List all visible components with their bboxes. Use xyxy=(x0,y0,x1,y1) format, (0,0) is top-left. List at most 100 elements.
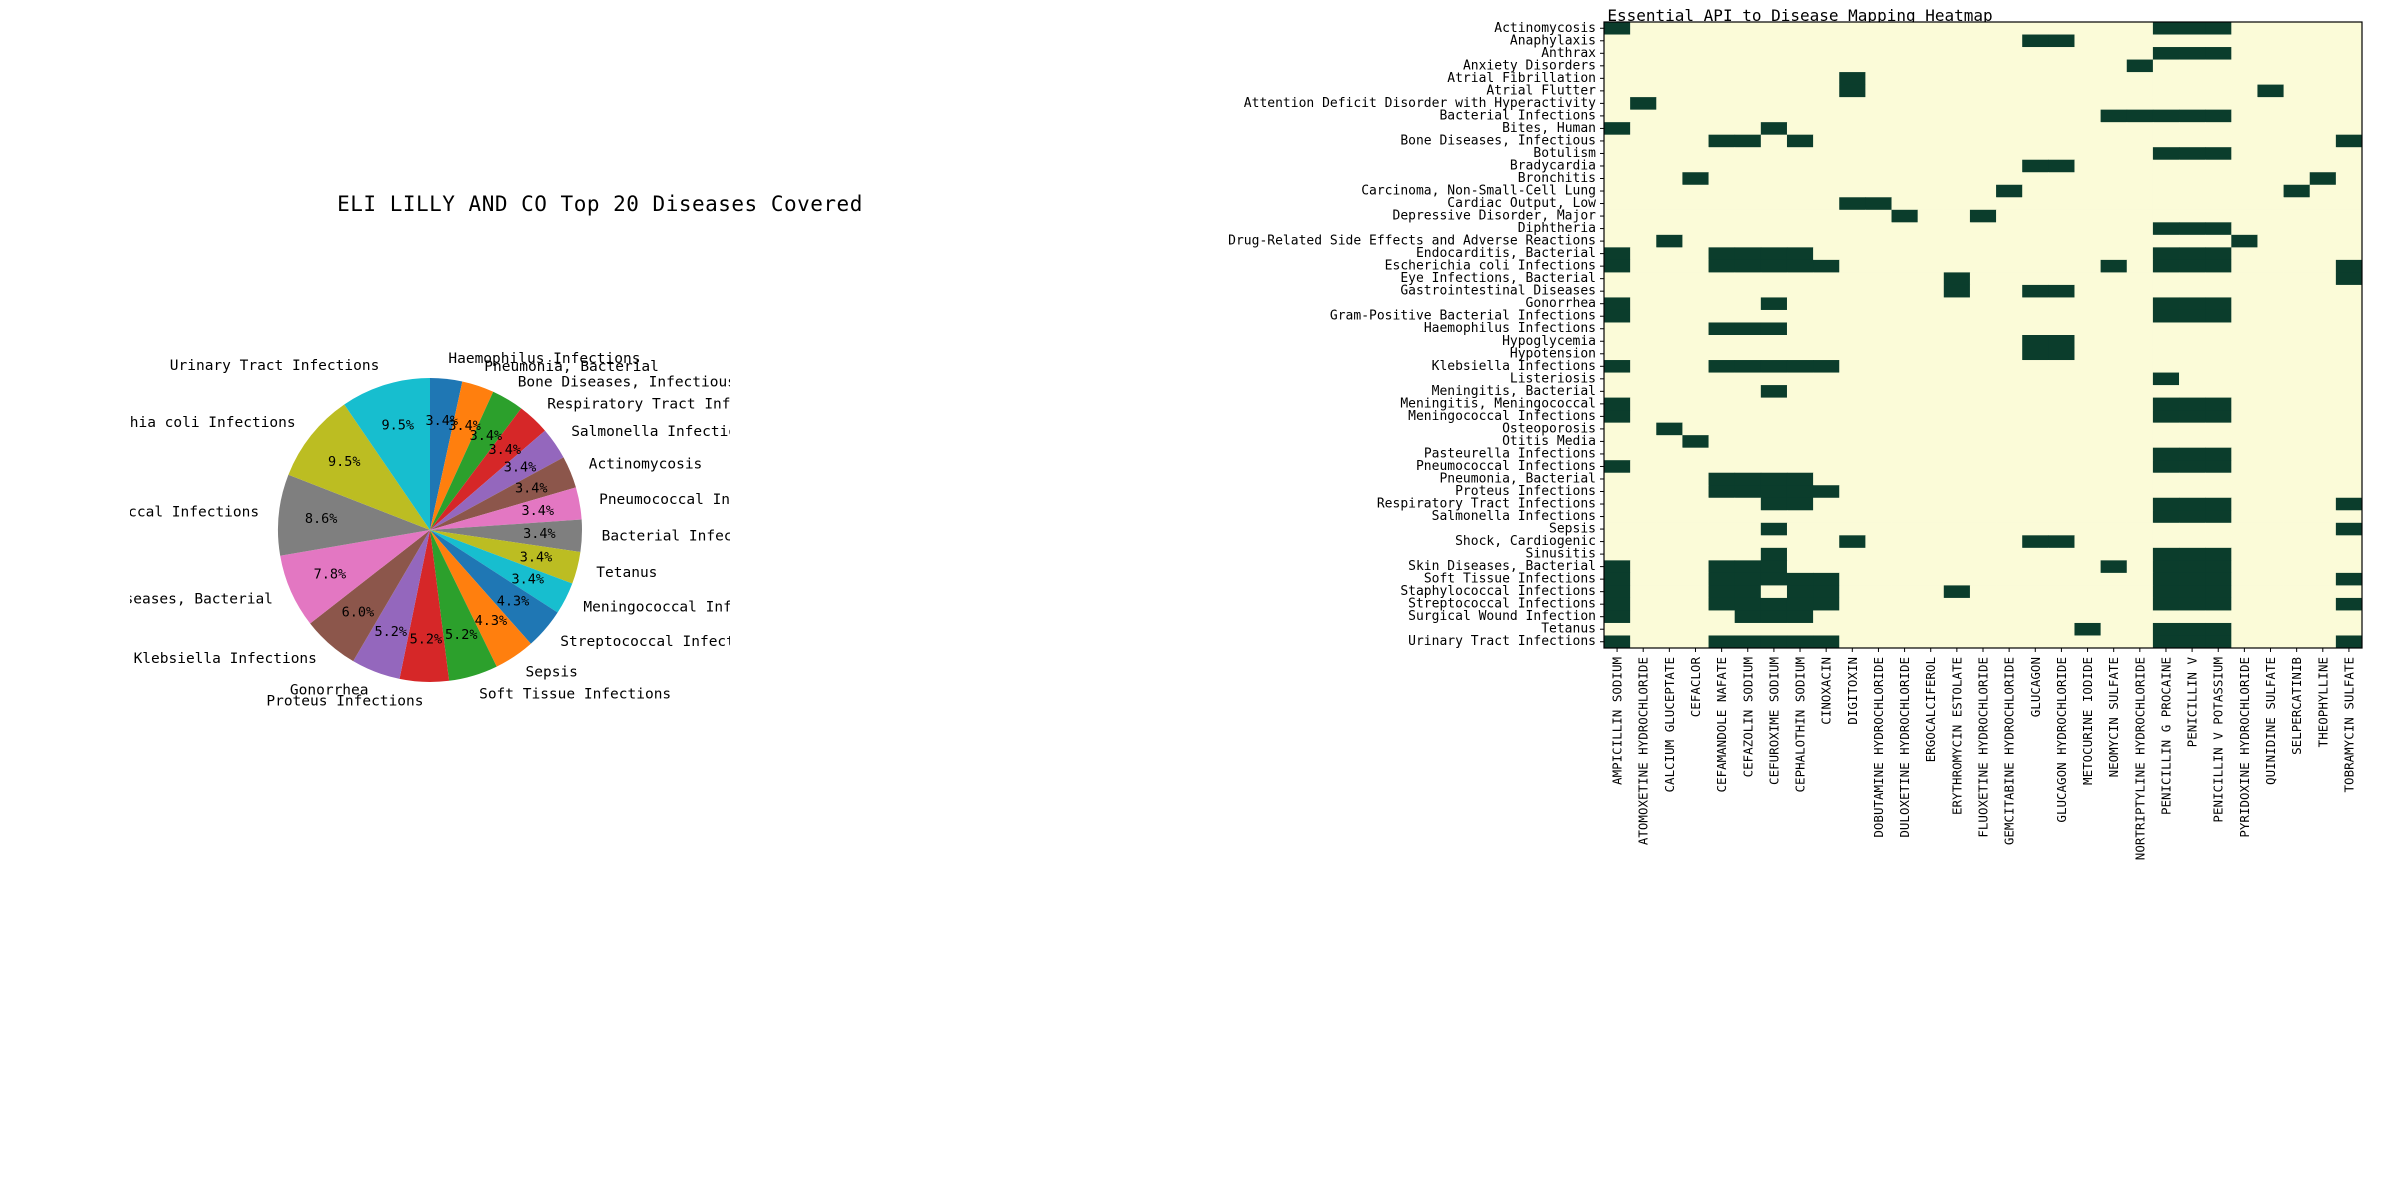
heatmap-cell[interactable] xyxy=(1656,422,1683,436)
heatmap-cell[interactable] xyxy=(2309,485,2337,499)
heatmap-cell[interactable] xyxy=(1630,360,1657,373)
heatmap-cell[interactable] xyxy=(2205,309,2232,323)
heatmap-cell[interactable] xyxy=(1786,610,1814,624)
heatmap-cell[interactable] xyxy=(2048,72,2075,85)
heatmap-cell[interactable] xyxy=(2335,472,2363,486)
heatmap-cell[interactable] xyxy=(2074,297,2102,311)
heatmap-cell[interactable] xyxy=(1708,159,1736,173)
heatmap-cell[interactable] xyxy=(2152,422,2180,436)
heatmap-cell[interactable] xyxy=(1865,447,1892,461)
heatmap-cell[interactable] xyxy=(2100,347,2128,361)
heatmap-cell[interactable] xyxy=(1891,497,1919,511)
heatmap-cell[interactable] xyxy=(2179,184,2206,198)
heatmap-cell[interactable] xyxy=(2205,410,2232,424)
heatmap-cell[interactable] xyxy=(1656,397,1683,411)
heatmap-cell[interactable] xyxy=(1760,535,1788,549)
heatmap-cell[interactable] xyxy=(2126,309,2154,323)
heatmap-cell[interactable] xyxy=(1917,197,1945,211)
heatmap-cell[interactable] xyxy=(2022,372,2049,386)
heatmap-cell[interactable] xyxy=(2048,347,2075,361)
heatmap-cell[interactable] xyxy=(2205,159,2232,173)
heatmap-cell[interactable] xyxy=(1682,522,1709,536)
heatmap-cell[interactable] xyxy=(1786,184,1814,198)
heatmap-cell[interactable] xyxy=(1760,635,1788,649)
heatmap-cell[interactable] xyxy=(1760,435,1788,449)
heatmap-cell[interactable] xyxy=(1813,34,1840,48)
heatmap-cell[interactable] xyxy=(1682,335,1709,348)
heatmap-cell[interactable] xyxy=(1786,472,1814,486)
heatmap-cell[interactable] xyxy=(2048,497,2075,511)
heatmap-cell[interactable] xyxy=(2257,460,2284,474)
heatmap-cell[interactable] xyxy=(1839,234,1866,248)
heatmap-cell[interactable] xyxy=(1786,622,1814,636)
heatmap-cell[interactable] xyxy=(1604,197,1631,211)
heatmap-cell[interactable] xyxy=(2309,172,2337,186)
heatmap-cell[interactable] xyxy=(1865,147,1892,161)
heatmap-cell[interactable] xyxy=(2205,497,2232,511)
heatmap-cell[interactable] xyxy=(1813,47,1840,60)
heatmap-cell[interactable] xyxy=(1969,560,1997,574)
heatmap-cell[interactable] xyxy=(2022,247,2049,261)
heatmap-cell[interactable] xyxy=(1865,222,1892,236)
heatmap-cell[interactable] xyxy=(1865,322,1892,336)
heatmap-cell[interactable] xyxy=(1760,547,1788,561)
heatmap-cell[interactable] xyxy=(1734,172,1762,186)
heatmap-cell[interactable] xyxy=(1917,360,1945,373)
heatmap-cell[interactable] xyxy=(1813,297,1840,311)
heatmap-cell[interactable] xyxy=(2152,147,2180,161)
heatmap-cell[interactable] xyxy=(1969,360,1997,373)
heatmap-cell[interactable] xyxy=(1891,610,1919,624)
heatmap-cell[interactable] xyxy=(1865,347,1892,361)
heatmap-cell[interactable] xyxy=(2257,234,2284,248)
heatmap-cell[interactable] xyxy=(2074,309,2102,323)
heatmap-cell[interactable] xyxy=(2179,435,2206,449)
heatmap-cell[interactable] xyxy=(1996,309,2023,323)
heatmap-cell[interactable] xyxy=(2022,410,2049,424)
heatmap-cell[interactable] xyxy=(2074,610,2102,624)
heatmap-cell[interactable] xyxy=(2205,572,2232,586)
heatmap-cell[interactable] xyxy=(2100,259,2128,273)
heatmap-cell[interactable] xyxy=(1760,572,1788,586)
heatmap-cell[interactable] xyxy=(2048,535,2075,549)
heatmap-cell[interactable] xyxy=(1891,159,1919,173)
heatmap-cell[interactable] xyxy=(2231,272,2258,286)
heatmap-cell[interactable] xyxy=(1604,347,1631,361)
heatmap-cell[interactable] xyxy=(2205,247,2232,261)
heatmap-cell[interactable] xyxy=(1760,309,1788,323)
heatmap-cell[interactable] xyxy=(2100,460,2128,474)
heatmap-cell[interactable] xyxy=(1656,535,1683,549)
heatmap-cell[interactable] xyxy=(1786,510,1814,524)
heatmap-cell[interactable] xyxy=(2257,572,2284,586)
heatmap-cell[interactable] xyxy=(1760,422,1788,436)
heatmap-cell[interactable] xyxy=(1682,259,1709,273)
heatmap-cell[interactable] xyxy=(1656,284,1683,298)
pie-slice[interactable] xyxy=(310,530,430,662)
heatmap-cell[interactable] xyxy=(2100,284,2128,298)
heatmap-cell[interactable] xyxy=(2100,560,2128,574)
heatmap-cell[interactable] xyxy=(1656,247,1683,261)
heatmap-cell[interactable] xyxy=(2231,84,2258,98)
heatmap-cell[interactable] xyxy=(1969,134,1997,148)
heatmap-cell[interactable] xyxy=(2152,297,2180,311)
heatmap-cell[interactable] xyxy=(2205,635,2232,649)
heatmap-cell[interactable] xyxy=(1996,597,2023,611)
heatmap-cell[interactable] xyxy=(2335,59,2363,73)
heatmap-cell[interactable] xyxy=(1604,122,1631,136)
heatmap-cell[interactable] xyxy=(1943,284,1971,298)
heatmap-cell[interactable] xyxy=(1813,622,1840,636)
heatmap-cell[interactable] xyxy=(1943,622,1971,636)
heatmap-cell[interactable] xyxy=(2022,435,2049,449)
heatmap-cell[interactable] xyxy=(2126,284,2154,298)
heatmap-cell[interactable] xyxy=(1682,397,1709,411)
heatmap-cell[interactable] xyxy=(1734,209,1762,223)
heatmap-cell[interactable] xyxy=(2022,535,2049,549)
heatmap-cell[interactable] xyxy=(1760,159,1788,173)
heatmap-cell[interactable] xyxy=(2048,34,2075,48)
heatmap-cell[interactable] xyxy=(1760,597,1788,611)
heatmap-cell[interactable] xyxy=(2048,47,2075,60)
heatmap-cell[interactable] xyxy=(2283,422,2311,436)
heatmap-cell[interactable] xyxy=(2179,597,2206,611)
heatmap-cell[interactable] xyxy=(2048,247,2075,261)
heatmap-cell[interactable] xyxy=(1813,497,1840,511)
heatmap-cell[interactable] xyxy=(2126,234,2154,248)
